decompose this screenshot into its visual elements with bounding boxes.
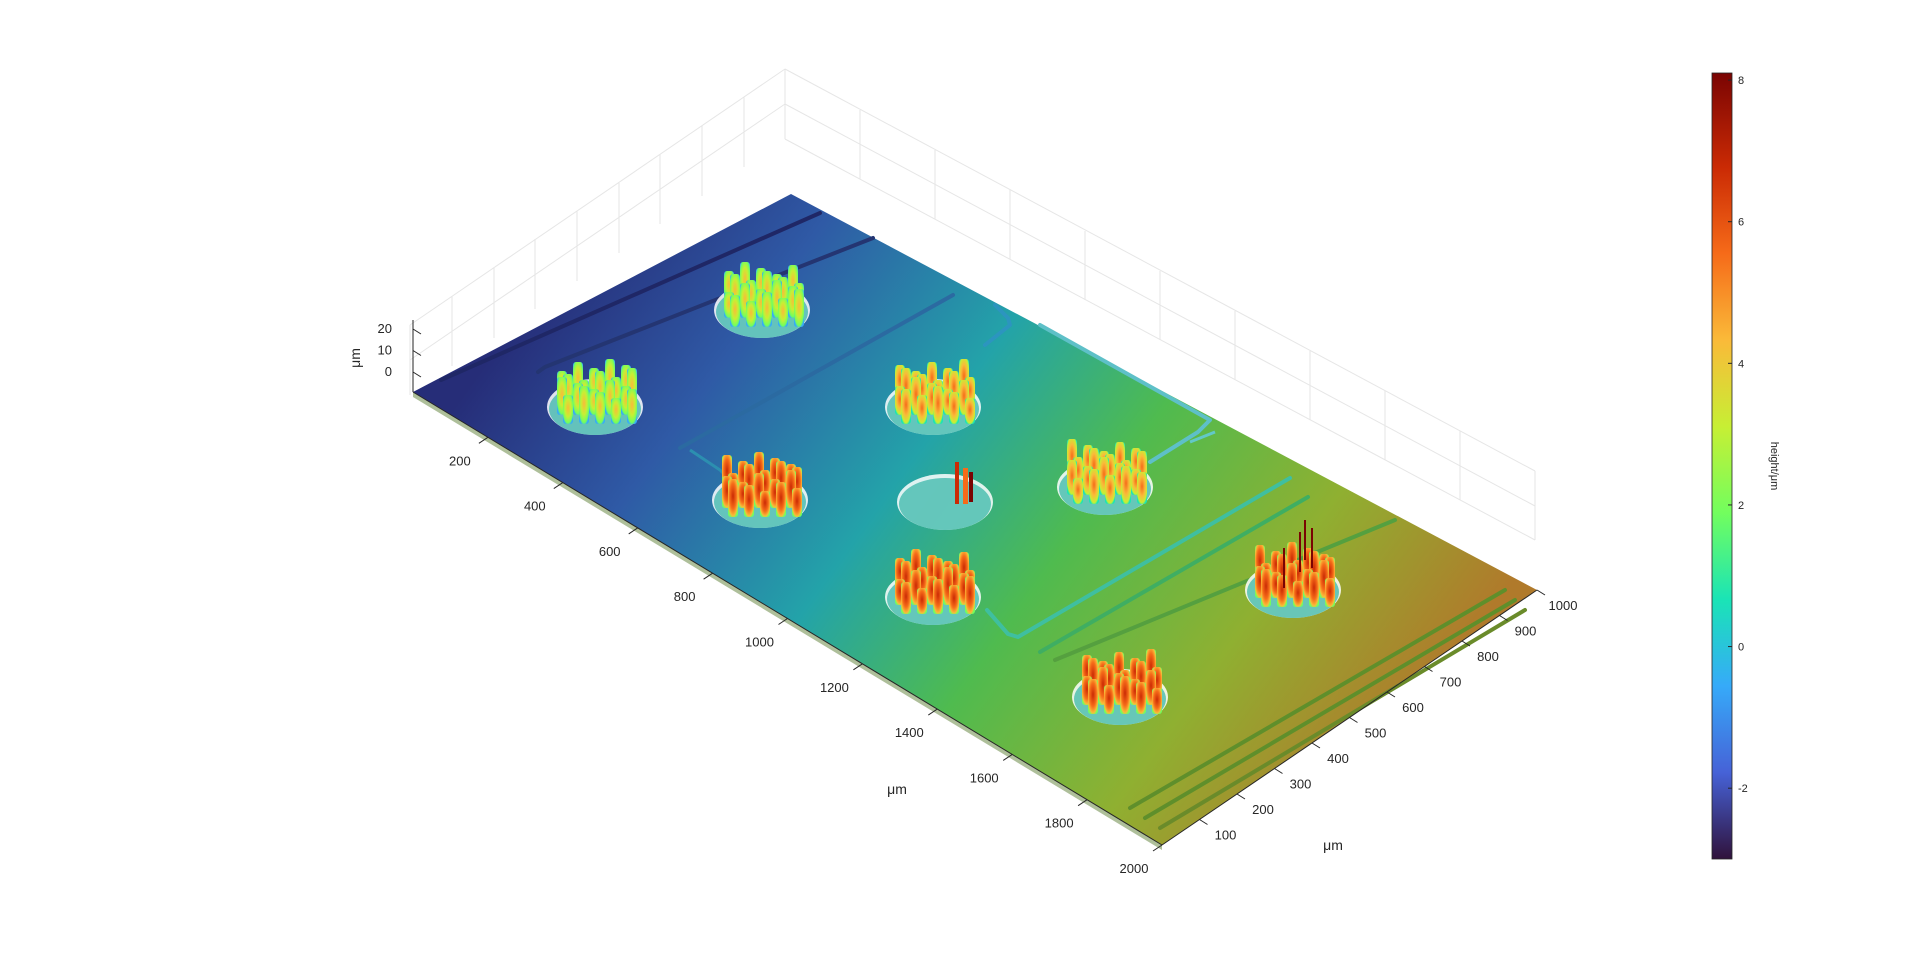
axes-grid: [409, 68, 1536, 541]
colorbar-tick-label: 2: [1738, 500, 1744, 512]
y-tick-mark: [1311, 742, 1321, 749]
y-tick-label: 200: [1252, 802, 1274, 817]
y-tick-mark: [1349, 717, 1358, 723]
colorbar-gradient: [1712, 73, 1732, 859]
x-tick-label: 1600: [970, 770, 999, 785]
y-tick-mark: [1536, 589, 1546, 596]
pillar-array: [547, 359, 643, 435]
y-tick-label: 600: [1402, 700, 1424, 715]
x-tick-label: 600: [599, 544, 621, 559]
y-axis-ticks: 100 200 300 400 500 600 700 800 900 1000: [1199, 589, 1578, 843]
y-tick-label: 700: [1440, 675, 1462, 690]
pillar-array: [897, 462, 993, 530]
colorbar-label: height/μm: [1768, 442, 1780, 491]
pillar-array: [712, 452, 808, 528]
pillar-arrays: [547, 262, 1341, 725]
x-tick-label: 1000: [745, 635, 774, 650]
y-axis-label: μm: [1323, 837, 1343, 853]
y-tick-mark: [1461, 640, 1471, 647]
x-tick-mark: [1152, 844, 1163, 852]
y-tick-mark: [1274, 768, 1283, 774]
y-tick-label: 900: [1515, 624, 1537, 639]
colorbar-tick-label: 6: [1738, 217, 1744, 229]
z-tick-mark: [412, 350, 422, 356]
x-tick-mark: [1002, 753, 1013, 761]
x-tick-label: 1400: [895, 725, 924, 740]
x-tick-mark: [928, 708, 938, 716]
pillar-array: [1245, 542, 1341, 618]
x-tick-mark: [1077, 799, 1088, 807]
colorbar-ticks: -2 0 2 4 6 8: [1728, 75, 1748, 795]
z-tick-label: 20: [378, 321, 392, 336]
y-tick-label: 800: [1477, 649, 1499, 664]
z-tick-label: 0: [385, 364, 392, 379]
x-tick-mark: [478, 436, 489, 444]
colorbar-tick-label: 8: [1738, 75, 1744, 87]
x-axis-ticks: 200 400 600 800 1000 1200 1400 1600 1800 2000: [449, 436, 1163, 876]
x-tick-label: 400: [524, 499, 546, 514]
z-tick-mark: [412, 328, 422, 335]
colorbar-tick-label: 4: [1738, 358, 1744, 370]
x-axis-label: μm: [887, 781, 907, 797]
y-tick-mark: [1386, 691, 1396, 698]
y-tick-label: 500: [1365, 726, 1387, 741]
pillar-array: [1072, 649, 1168, 725]
colorbar-tick-label: -2: [1738, 783, 1748, 795]
y-tick-mark: [1424, 666, 1433, 672]
y-tick-label: 100: [1215, 828, 1237, 843]
x-tick-mark: [853, 663, 863, 671]
x-tick-label: 200: [449, 453, 471, 468]
x-tick-mark: [703, 572, 713, 580]
y-tick-label: 1000: [1549, 598, 1578, 613]
pillar-array: [885, 359, 981, 435]
z-axis-ticks: 0 10 20: [378, 321, 422, 379]
z-axis-label: μm: [347, 348, 363, 368]
y-tick-mark: [1236, 793, 1246, 800]
x-tick-label: 2000: [1120, 861, 1149, 876]
y-tick-label: 400: [1327, 751, 1349, 766]
x-tick-label: 800: [674, 589, 696, 604]
pillar-array: [714, 262, 810, 338]
colorbar-tick-label: 0: [1738, 642, 1744, 654]
pillar-array: [885, 549, 981, 625]
pillar-array: [1057, 439, 1153, 515]
x-tick-label: 1200: [820, 680, 849, 695]
z-tick-label: 10: [378, 343, 392, 358]
x-tick-mark: [553, 482, 564, 490]
colorbar: -2 0 2 4 6 8 height/μm: [1711, 72, 1780, 860]
y-tick-label: 300: [1290, 777, 1312, 792]
x-tick-mark: [628, 527, 638, 535]
x-tick-label: 1800: [1045, 816, 1074, 831]
y-tick-mark: [1499, 615, 1508, 621]
x-tick-mark: [778, 618, 788, 625]
z-tick-mark: [412, 371, 422, 378]
y-tick-mark: [1199, 819, 1208, 825]
